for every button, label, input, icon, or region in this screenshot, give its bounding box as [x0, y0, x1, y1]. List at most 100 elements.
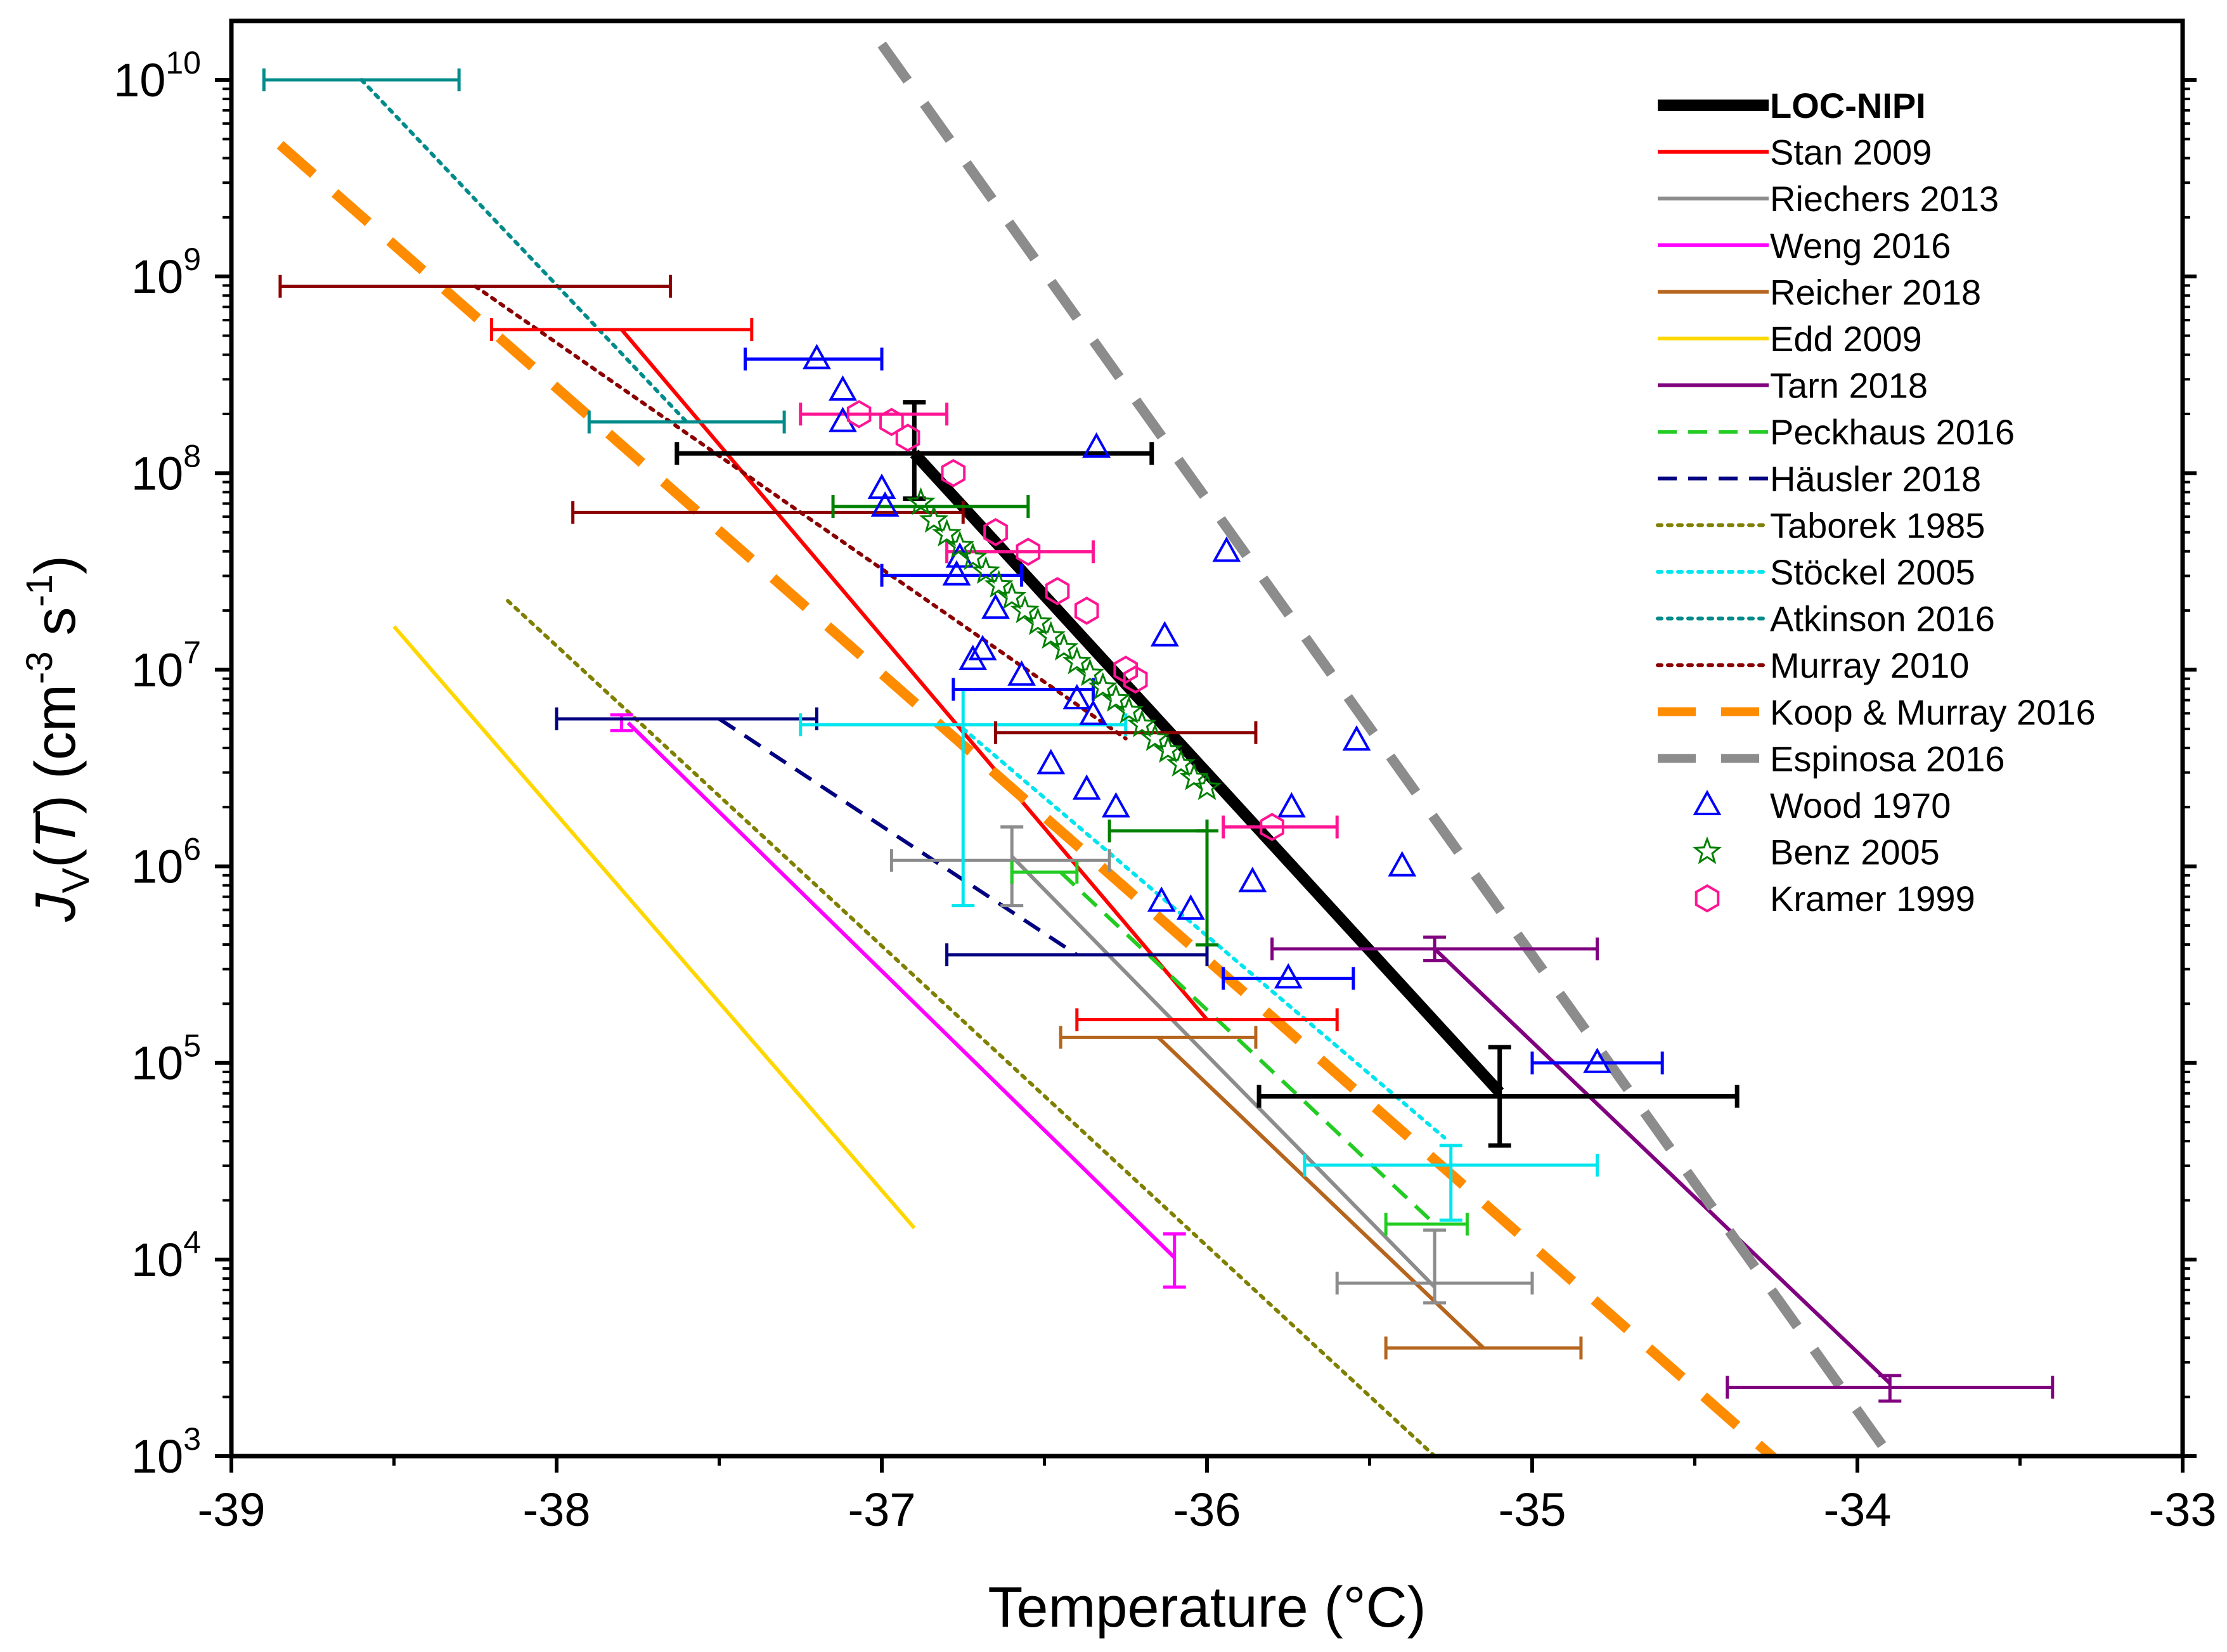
y-tick-label-base-5: 10	[131, 447, 183, 500]
series-atkinson-2016-line	[359, 78, 689, 424]
legend-reicher-2018-label: Reicher 2018	[1770, 272, 1981, 312]
legend-kramer-1999-entry: Kramer 1999	[1694, 879, 1975, 919]
x-tick-label-4: -35	[1499, 1483, 1566, 1536]
series-riechers-2013-errorbar-0	[889, 825, 1111, 908]
series-wood-1970-point-18	[1212, 536, 1241, 562]
legend-peckhaus-2016-label: Peckhaus 2016	[1770, 412, 2015, 452]
y-tick-label-exp-2: 5	[183, 1028, 201, 1064]
series-tarn-2018-line	[1433, 947, 1892, 1385]
y-title-exp2: -1	[19, 574, 60, 607]
series-stan-2009-errorbar-1	[1075, 1008, 1339, 1031]
series-benz-2005-point-8	[1010, 595, 1040, 624]
series-kramer-1999-errorbar-2	[1222, 815, 1339, 839]
series-benz-2005-point-13	[1075, 658, 1105, 687]
series-benz-2005-point-9	[1023, 607, 1053, 635]
y-tick-label-exp-0: 3	[183, 1421, 201, 1457]
series-kramer-1999-point-4	[983, 518, 1008, 546]
legend-benz-2005-swatch	[1692, 836, 1722, 865]
legend-atkinson-2016-entry: Atkinson 2016	[1656, 599, 1995, 639]
legend: LOC-NIPI Stan 2009 Riechers 2013 Weng 2016 R…	[1656, 86, 2096, 919]
y-tick-label-base-4: 10	[131, 643, 183, 696]
series-benz-2005-point-0	[906, 487, 936, 515]
series-stan-2009-errorbar-0	[489, 318, 754, 341]
y-tick-label-base-2: 10	[131, 1037, 183, 1090]
series-wood-1970-point-12	[1072, 774, 1101, 800]
series-wood-1970-point-15	[1079, 699, 1107, 725]
y-tick-label-6: 109	[131, 242, 201, 303]
series-reicher-2018-errorbar-0	[1059, 1026, 1258, 1049]
legend-benz-2005-label: Benz 2005	[1770, 832, 1940, 872]
series-stan-2009-line	[620, 328, 1209, 1021]
plot-area	[262, 41, 2055, 1456]
legend-weng-2016-entry: Weng 2016	[1658, 226, 1951, 266]
series-h-usler-2018-errorbar-0	[555, 707, 818, 730]
series-wood-1970-point-20	[1277, 792, 1306, 818]
series-benz-2005-point-3	[945, 530, 975, 558]
series-benz-2005-point-22	[1192, 772, 1222, 801]
y-tick-label-5: 108	[131, 438, 201, 500]
y-tick-label-3: 106	[131, 832, 201, 893]
series-wood-1970-errorbar-4	[1530, 1051, 1664, 1074]
x-tick-label-3: -36	[1173, 1483, 1241, 1536]
series-benz-2005-point-4	[958, 542, 988, 571]
legend-wood-1970-swatch	[1693, 789, 1722, 815]
series-peckhaus-2016-errorbar-0	[1010, 860, 1079, 884]
series-kramer-1999-point-3	[941, 458, 966, 487]
legend-h-usler-2018-label: Häusler 2018	[1770, 459, 1981, 499]
series-reicher-2018-errorbar-1	[1384, 1336, 1583, 1360]
series-wood-1970-point-0	[802, 344, 831, 370]
series-wood-1970-point-10	[1007, 660, 1036, 686]
x-tick-label-0: -39	[198, 1483, 266, 1536]
series-wood-1970-point-9	[968, 635, 997, 661]
series-benz-2005-point-6	[984, 569, 1014, 598]
series-kramer-1999-errorbar-0	[799, 403, 949, 426]
legend-stan-2009-label: Stan 2009	[1770, 132, 1932, 172]
series-benz-2005-point-2	[932, 519, 962, 547]
y-tick-label-exp-5: 8	[183, 438, 201, 474]
legend-espinosa-2016-label: Espinosa 2016	[1770, 739, 2005, 778]
y-tick-label-exp-3: 6	[183, 832, 201, 867]
legend-tarn-2018-label: Tarn 2018	[1770, 366, 1928, 406]
legend-peckhaus-2016-entry: Peckhaus 2016	[1658, 412, 2015, 452]
x-tick-label-1: -38	[523, 1483, 591, 1536]
x-tick-label-2: -37	[848, 1483, 916, 1536]
series-wood-1970-point-23	[1176, 894, 1205, 920]
series-tarn-2018-errorbar-0	[1270, 935, 1599, 962]
legend-koop-murray-2016-entry: Koop & Murray 2016	[1658, 692, 2096, 732]
series-murray-2010-errorbar-2	[994, 721, 1258, 744]
legend-atkinson-2016-label: Atkinson 2016	[1770, 599, 1995, 639]
y-tick-label-4: 107	[131, 635, 201, 696]
series-benz-2005-point-7	[997, 581, 1027, 610]
x-axis-title: Temperature (°C)	[988, 1576, 1426, 1639]
series-kramer-1999-point-1	[879, 408, 904, 437]
series-tarn-2018-errorbar-1	[1726, 1374, 2055, 1403]
series-murray-2010-errorbar-1	[571, 501, 965, 524]
series-murray-2010-errorbar-0	[278, 274, 673, 298]
series-kramer-1999-point-7	[1074, 597, 1099, 625]
series-benz-2005-point-11	[1049, 633, 1079, 661]
series-wood-1970-point-14	[1062, 683, 1092, 709]
legend-stan-2009-entry: Stan 2009	[1658, 132, 1932, 172]
y-tick-label-7: 1010	[113, 45, 201, 106]
legend-taborek-1985-entry: Taborek 1985	[1656, 505, 1985, 545]
series-wood-1970-point-24	[1274, 963, 1303, 989]
series-wood-1970-point-13	[1101, 792, 1130, 818]
y-title-open: (	[24, 849, 87, 868]
series-benz-2005-point-14	[1088, 672, 1118, 700]
y-tick-label-base-1: 10	[131, 1234, 183, 1286]
series-wood-1970-point-1	[829, 375, 857, 401]
y-tick-label-base-3: 10	[131, 841, 183, 893]
legend-loc-nipi-entry: LOC-NIPI	[1658, 86, 1926, 126]
legend-benz-2005-entry: Benz 2005	[1692, 832, 1940, 872]
series-wood-1970-point-25	[1388, 851, 1417, 877]
y-title-close: )	[24, 555, 87, 574]
series-weng-2016-errorbar-1	[1163, 1232, 1186, 1289]
y-tick-label-exp-7: 10	[165, 45, 201, 81]
series-benz-2005-point-1	[919, 505, 949, 533]
series-kramer-1999-point-2	[895, 423, 920, 452]
legend-wood-1970-label: Wood 1970	[1770, 785, 1951, 825]
y-title-t: T	[24, 810, 87, 849]
legend-murray-2010-label: Murray 2010	[1770, 645, 1969, 685]
legend-taborek-1985-label: Taborek 1985	[1770, 505, 1985, 545]
